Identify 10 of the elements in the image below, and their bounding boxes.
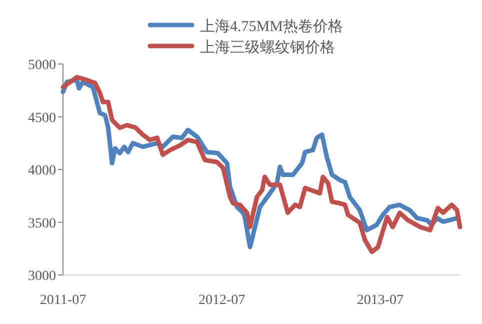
x-tick-label: 2012-07 (198, 293, 246, 308)
x-tick-label: 2011-07 (40, 293, 86, 308)
y-tick-label: 5000 (28, 58, 56, 73)
legend-label: 上海4.75MM热卷价格 (200, 18, 343, 35)
y-tick-label: 4000 (28, 164, 56, 178)
legend-label: 上海三级螺纹钢价格 (200, 39, 335, 56)
y-tick-label: 4500 (28, 110, 56, 126)
x-tick-label: 2013-07 (356, 293, 404, 308)
y-tick-label: 3000 (28, 269, 56, 284)
y-tick-label: 3500 (28, 216, 56, 232)
